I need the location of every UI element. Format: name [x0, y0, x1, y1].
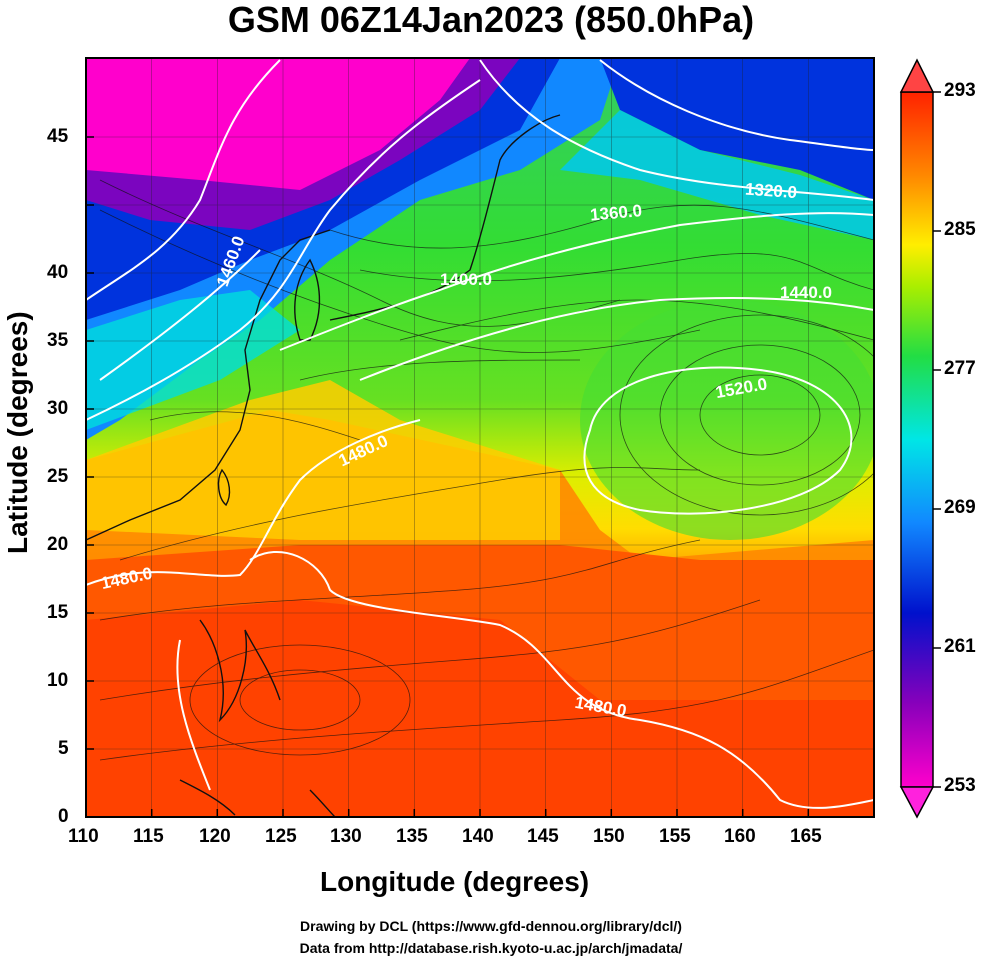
- y-axis-label: Latitude (degrees): [2, 311, 33, 554]
- colorbar-tick-label: 293: [944, 80, 976, 101]
- axis-ticks: [85, 136, 810, 817]
- x-tick-label: 125: [265, 826, 297, 847]
- grid-lines: [86, 58, 874, 817]
- colorbar-tick-label: 269: [944, 497, 976, 518]
- x-tick-label: 115: [133, 826, 164, 847]
- credit-data: Data from http://database.rish.kyoto-u.a…: [299, 940, 683, 956]
- contour-label: 1360.0: [589, 201, 642, 224]
- y-tick-label: 40: [47, 262, 69, 283]
- temperature-shading: [86, 58, 874, 817]
- colorbar-tick-label: 285: [944, 219, 976, 240]
- map-title: GSM 06Z14Jan2023 (850.0hPa): [227, 0, 755, 40]
- colorbar-tick-label: 253: [944, 775, 976, 796]
- contour-label: 1320.0: [744, 180, 797, 203]
- x-tick-label: 135: [396, 826, 428, 847]
- x-tick-label: 110: [68, 826, 99, 847]
- colorbar-tick-label: 261: [944, 636, 976, 657]
- y-tick-label: 0: [58, 806, 69, 827]
- y-tick-label: 25: [47, 466, 69, 487]
- height-contours: [86, 59, 874, 809]
- y-tick-label: 10: [47, 670, 69, 691]
- x-tick-label: 130: [330, 826, 362, 847]
- y-tick-label: 20: [47, 534, 69, 555]
- x-tick-label: 145: [527, 826, 559, 847]
- x-tick-label: 140: [462, 826, 494, 847]
- y-tick-label: 30: [47, 398, 69, 419]
- contour-label: 1440.0: [780, 283, 832, 302]
- x-tick-label: 160: [724, 826, 756, 847]
- colorbar-min-arrow: [899, 786, 935, 819]
- colorbar: [899, 58, 941, 819]
- x-axis-label: Longitude (degrees): [320, 866, 590, 897]
- y-tick-label: 35: [47, 330, 69, 351]
- credit-drawing: Drawing by DCL (https://www.gfd-dennou.o…: [300, 918, 682, 934]
- x-tick-label: 155: [659, 826, 691, 847]
- y-tick-label: 45: [47, 126, 69, 147]
- colorbar-max-arrow: [899, 58, 935, 93]
- x-tick-label: 120: [199, 826, 231, 847]
- colorbar-tick-label: 277: [944, 358, 976, 379]
- contour-label: 1400.0: [440, 270, 492, 289]
- x-tick-label: 150: [593, 826, 625, 847]
- y-tick-label: 5: [58, 738, 69, 759]
- x-tick-label: 165: [790, 826, 822, 847]
- wind-streamlines: [99, 179, 874, 761]
- y-tick-label: 15: [47, 602, 69, 623]
